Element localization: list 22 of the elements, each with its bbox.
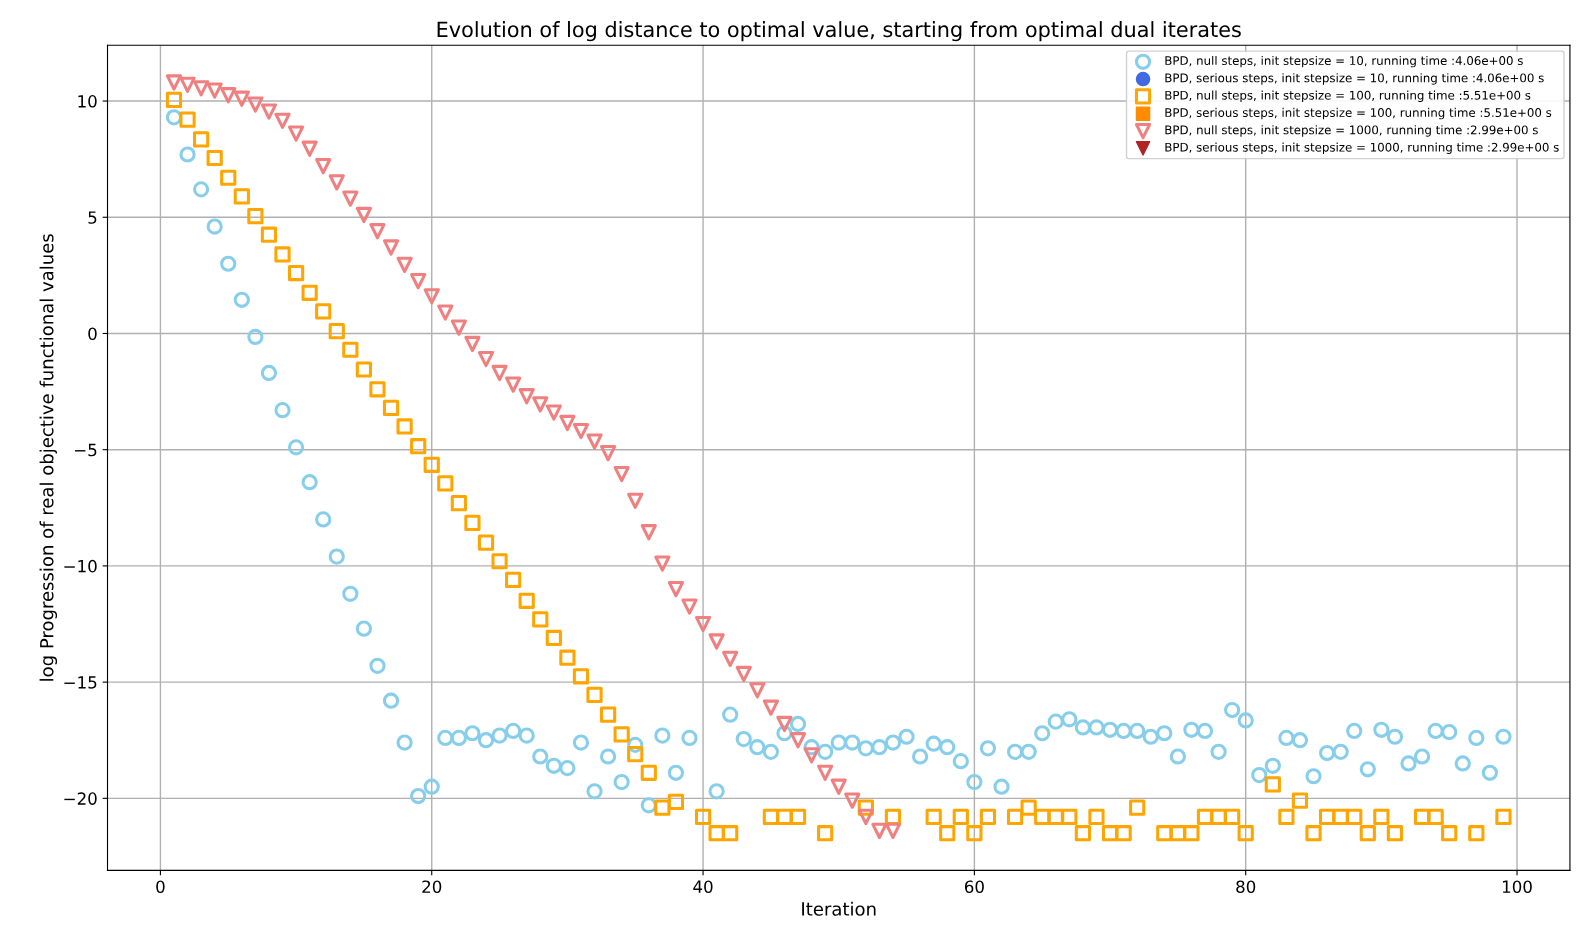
legend-label: BPD, serious steps, init stepsize = 1000, running time :2.99e+00 s xyxy=(1165,142,1559,154)
y-axis-title: log Progression of real objective functional values xyxy=(39,234,58,681)
x-tick-label: 20 xyxy=(422,880,442,894)
legend-label: BPD, null steps, init stepsize = 10, running time :4.06e+00 s xyxy=(1165,55,1523,68)
y-tick-label: 0 xyxy=(88,327,97,341)
y-tick-label: −15 xyxy=(64,676,97,689)
x-tick-label: 0 xyxy=(156,880,165,894)
y-tick-label: −20 xyxy=(64,792,97,805)
x-tick-label: 40 xyxy=(693,880,713,894)
legend-label: BPD, serious steps, init stepsize = 10, running time :4.06e+00 s xyxy=(1165,73,1544,85)
y-tick-label: 5 xyxy=(88,211,97,224)
x-tick-label: 80 xyxy=(1236,880,1256,894)
y-tick-label: −5 xyxy=(74,443,97,457)
x-tick-label: 100 xyxy=(1502,880,1532,894)
y-tick-label: 10 xyxy=(78,95,97,108)
y-tick-label: −10 xyxy=(64,559,97,573)
chart-title: Evolution of log distance to optimal value, starting from optimal dual iterates xyxy=(437,21,1241,42)
legend-label: BPD, null steps, init stepsize = 100, running time :5.51e+00 s xyxy=(1165,90,1531,102)
legend-label: BPD, serious steps, init stepsize = 100, running time :5.51e+00 s xyxy=(1165,107,1552,120)
x-tick-label: 60 xyxy=(964,880,984,894)
x-axis-title: Iteration xyxy=(802,901,876,916)
legend-label: BPD, null steps, init stepsize = 1000, running time :2.99e+00 s xyxy=(1165,125,1538,137)
